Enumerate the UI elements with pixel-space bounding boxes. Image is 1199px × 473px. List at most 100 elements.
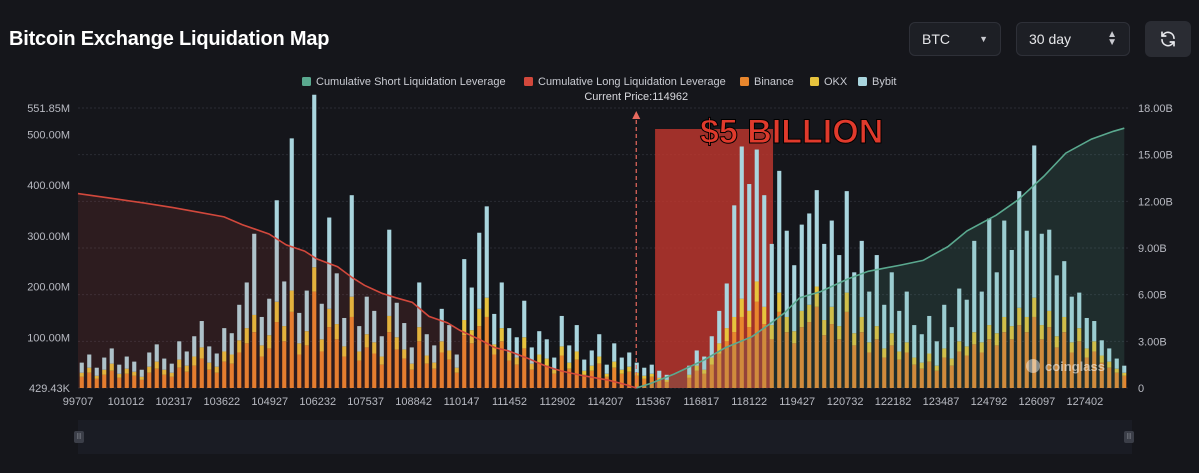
- bar-binance: [297, 354, 302, 388]
- bar-bybit: [739, 146, 744, 299]
- bar-okx: [529, 363, 534, 370]
- bar-bybit: [177, 341, 182, 360]
- bar-bybit: [102, 357, 107, 370]
- bar-binance: [867, 352, 872, 388]
- bar-binance: [79, 376, 84, 388]
- bar-okx: [124, 368, 129, 374]
- bar-okx: [852, 333, 857, 346]
- bar-okx: [177, 359, 182, 368]
- range-scrollbar[interactable]: [78, 420, 1132, 454]
- bar-binance: [619, 373, 624, 388]
- bar-binance: [762, 324, 767, 388]
- bar-bybit: [882, 304, 887, 349]
- bar-binance: [514, 364, 519, 388]
- bar-okx: [1107, 361, 1112, 368]
- x-tick-label: 120732: [827, 396, 864, 408]
- bar-binance: [777, 311, 782, 388]
- bar-okx: [199, 347, 204, 359]
- bar-binance: [709, 364, 714, 388]
- bar-binance: [942, 357, 947, 388]
- bar-binance: [747, 327, 752, 388]
- bar-okx: [499, 328, 504, 342]
- bar-binance: [979, 352, 984, 388]
- bar-okx: [859, 316, 864, 333]
- bar-okx: [192, 356, 197, 366]
- bar-bybit: [642, 367, 647, 376]
- bar-bybit: [184, 351, 189, 366]
- legend-label: Cumulative Long Liquidation Leverage: [538, 76, 726, 88]
- bar-bybit: [874, 255, 879, 327]
- bar-bybit: [334, 273, 339, 325]
- range-select[interactable]: 30 day ▲ ▼: [1016, 22, 1130, 56]
- bar-bybit: [1054, 275, 1059, 337]
- bar-bybit: [552, 357, 557, 370]
- refresh-button[interactable]: [1145, 21, 1191, 57]
- x-tick-label: 124792: [971, 396, 1008, 408]
- bar-binance: [289, 311, 294, 388]
- x-tick-label: 111452: [492, 396, 527, 408]
- bar-binance: [1062, 332, 1067, 388]
- legend-swatch: [740, 77, 749, 86]
- x-tick-label: 108842: [395, 396, 432, 408]
- bar-okx: [709, 357, 714, 365]
- bar-binance: [364, 347, 369, 388]
- y-right-tick-label: 12.00B: [1138, 196, 1173, 208]
- bar-binance: [732, 332, 737, 388]
- short-area: [636, 128, 1125, 388]
- bar-binance: [1002, 332, 1007, 388]
- bar-bybit: [1039, 233, 1044, 326]
- bar-binance: [657, 379, 662, 388]
- bar-okx: [244, 328, 249, 344]
- bar-bybit: [1077, 292, 1082, 329]
- bar-bybit: [522, 300, 527, 338]
- bar-okx: [147, 366, 152, 373]
- bar-okx: [627, 366, 632, 372]
- bar-bybit: [394, 302, 399, 338]
- bar-bybit: [529, 347, 534, 364]
- bar-bybit: [387, 229, 392, 316]
- bar-bybit: [597, 334, 602, 357]
- bar-okx: [94, 375, 99, 379]
- x-tick-label: 103622: [203, 396, 240, 408]
- current-price-label: Current Price:114962: [584, 91, 688, 103]
- bar-bybit: [559, 315, 564, 347]
- bar-binance: [889, 345, 894, 388]
- bar-okx: [994, 333, 999, 346]
- bar-binance: [439, 352, 444, 388]
- y-left-tick-label: 400.00M: [27, 180, 70, 192]
- bar-bybit: [492, 313, 497, 345]
- bar-binance: [897, 359, 902, 388]
- coinglass-watermark: coinglass: [1045, 359, 1105, 374]
- bar-bybit: [79, 362, 84, 373]
- bar-binance: [184, 371, 189, 388]
- bar-okx: [559, 346, 564, 356]
- bar-binance: [94, 378, 99, 388]
- bar-binance: [177, 367, 182, 388]
- x-tick-label: 104927: [251, 396, 288, 408]
- bar-binance: [334, 339, 339, 388]
- bar-bybit: [897, 310, 902, 352]
- bar-bybit: [139, 369, 144, 377]
- bar-bybit: [87, 354, 92, 368]
- bar-bybit: [274, 200, 279, 302]
- bar-bybit: [402, 323, 407, 350]
- bar-okx: [214, 366, 219, 373]
- scroll-handle-left[interactable]: II: [74, 431, 84, 443]
- bar-binance: [927, 361, 932, 388]
- bar-okx: [229, 354, 234, 364]
- bar-bybit: [942, 304, 947, 349]
- bar-bybit: [889, 272, 894, 334]
- bar-binance: [627, 371, 632, 388]
- bar-binance: [199, 358, 204, 388]
- bar-okx: [1039, 325, 1044, 340]
- coin-select[interactable]: BTC ▼: [909, 22, 1001, 56]
- bar-binance: [192, 365, 197, 388]
- bar-bybit: [447, 325, 452, 351]
- bar-binance: [1047, 327, 1052, 388]
- bar-okx: [829, 306, 834, 325]
- bar-okx: [1069, 342, 1074, 353]
- bar-bybit: [162, 358, 167, 370]
- bar-bybit: [1107, 348, 1112, 362]
- bar-bybit: [657, 370, 662, 378]
- scroll-handle-right[interactable]: II: [1124, 431, 1134, 443]
